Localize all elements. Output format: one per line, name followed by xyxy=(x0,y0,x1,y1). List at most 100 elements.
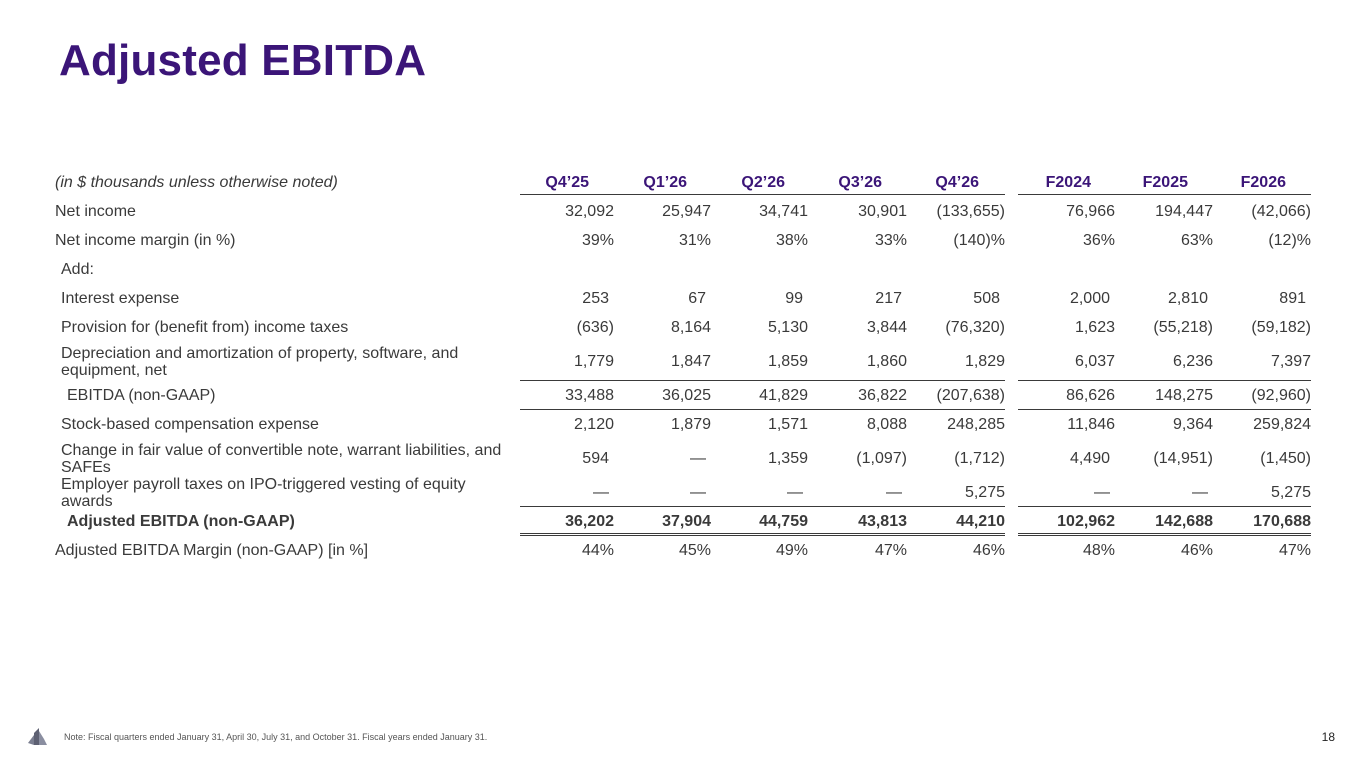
table-cell: (59,182) xyxy=(1251,318,1311,336)
table-cell: 217 xyxy=(875,289,902,307)
table-cell: 1,860 xyxy=(866,352,907,370)
table-cell: 48% xyxy=(1082,541,1115,559)
table-cell: 5,275 xyxy=(1270,483,1311,501)
header-label: (in $ thousands unless otherwise noted) xyxy=(55,174,338,191)
table-cell: 33% xyxy=(874,231,907,249)
row-label: Depreciation and amortization of propert… xyxy=(61,344,459,379)
table-cell: 6,236 xyxy=(1172,352,1213,370)
row-label: Provision for (benefit from) income taxe… xyxy=(61,319,349,336)
table-cell: 44,210 xyxy=(956,512,1005,530)
table-row: Interest expense 253 67 99 217 508 2,000 2,810 8… xyxy=(55,284,1311,313)
table-cell: (14,951) xyxy=(1153,449,1213,467)
table-cell: 76,966 xyxy=(1066,202,1115,220)
table-cell: 41,829 xyxy=(759,386,808,404)
table-cell: 25,947 xyxy=(662,202,711,220)
table-cell: 33,488 xyxy=(565,386,614,404)
row-label: Add: xyxy=(61,261,94,278)
table-row: Provision for (benefit from) income taxe… xyxy=(55,313,1311,342)
column-header: Q3’26 xyxy=(838,173,882,191)
table-cell xyxy=(1216,255,1311,284)
table-cell: 36,822 xyxy=(858,386,907,404)
table-row: Depreciation and amortization of propert… xyxy=(55,342,1311,381)
table-cell xyxy=(812,255,907,284)
column-header: F2026 xyxy=(1240,173,1286,191)
table-cell xyxy=(1020,255,1115,284)
table-rule xyxy=(1018,409,1311,410)
table-cell: 8,088 xyxy=(866,415,907,433)
table-cell: 32,092 xyxy=(565,202,614,220)
table-cell: 253 xyxy=(582,289,609,307)
table-cell: 39% xyxy=(581,231,614,249)
company-logo-icon xyxy=(28,728,47,745)
table-cell: — xyxy=(593,483,609,501)
table-cell: 6,037 xyxy=(1074,352,1115,370)
table-rule xyxy=(1018,380,1311,381)
table-cell: 38% xyxy=(775,231,808,249)
table-cell: 5,275 xyxy=(964,483,1005,501)
table-rule xyxy=(520,194,1005,195)
table-cell: (207,638) xyxy=(936,386,1006,404)
table-cell: 1,779 xyxy=(573,352,614,370)
table-row: EBITDA (non-GAAP) 33,488 36,025 41,829 36,82… xyxy=(55,381,1311,410)
table-cell: (1,097) xyxy=(856,449,907,467)
table-cell: 49% xyxy=(775,541,808,559)
row-label: Interest expense xyxy=(61,290,180,307)
footnote: Note: Fiscal quarters ended January 31, … xyxy=(64,732,488,742)
table-cell: 248,285 xyxy=(947,415,1005,433)
table-cell: (133,655) xyxy=(936,202,1006,220)
table-cell: 594 xyxy=(582,449,609,467)
row-label: Employer payroll taxes on IPO-triggered … xyxy=(61,475,466,510)
table-cell: — xyxy=(1094,483,1110,501)
table-rule xyxy=(520,506,1005,507)
table-rule xyxy=(1018,506,1311,507)
table-cell: — xyxy=(1192,483,1208,501)
table-cell: 36,025 xyxy=(662,386,711,404)
table-cell: 37,904 xyxy=(662,512,711,530)
table-cell: 1,359 xyxy=(767,449,808,467)
table-rule xyxy=(520,380,1005,381)
table-row: Change in fair value of convertible note… xyxy=(55,439,1311,478)
table-cell xyxy=(519,255,614,284)
row-label: Adjusted EBITDA Margin (non-GAAP) [in %] xyxy=(55,542,369,559)
table-cell: 47% xyxy=(1278,541,1311,559)
table-row: Stock-based compensation expense 2,120 1,8… xyxy=(55,410,1311,439)
table-cell: 1,571 xyxy=(767,415,808,433)
table-cell: 86,626 xyxy=(1066,386,1115,404)
ebitda-table: (in $ thousands unless otherwise noted) Q… xyxy=(55,168,1311,565)
table-row: Adjusted EBITDA Margin (non-GAAP) [in %]… xyxy=(55,536,1311,565)
table-cell: — xyxy=(690,483,706,501)
table-cell: 170,688 xyxy=(1253,512,1311,530)
row-label: Net income margin (in %) xyxy=(55,232,236,249)
table-rule xyxy=(520,409,1005,410)
table-cell: 46% xyxy=(972,541,1005,559)
row-label: Stock-based compensation expense xyxy=(61,416,319,433)
table-cell: 36,202 xyxy=(565,512,614,530)
table-cell: (92,960) xyxy=(1251,386,1311,404)
table-cell: (140)% xyxy=(953,231,1005,249)
table-cell: 508 xyxy=(973,289,1000,307)
table-cell: 5,130 xyxy=(767,318,808,336)
table-cell: 63% xyxy=(1180,231,1213,249)
table-cell: (636) xyxy=(576,318,614,336)
table-cell xyxy=(713,255,808,284)
table-cell: 9,364 xyxy=(1172,415,1213,433)
table-cell: 2,810 xyxy=(1167,289,1208,307)
table-cell: 142,688 xyxy=(1155,512,1213,530)
table-cell: 148,275 xyxy=(1155,386,1213,404)
table-cell: (1,450) xyxy=(1260,449,1311,467)
table-cell: 45% xyxy=(678,541,711,559)
table-cell: 2,000 xyxy=(1069,289,1110,307)
table-cell: 31% xyxy=(678,231,711,249)
table-cell: 44% xyxy=(581,541,614,559)
column-header: Q2’26 xyxy=(741,173,785,191)
row-label: Change in fair value of convertible note… xyxy=(61,441,502,476)
table-header-row: (in $ thousands unless otherwise noted) Q… xyxy=(55,168,1311,197)
table-row: Add: xyxy=(55,255,1311,284)
table-cell: 43,813 xyxy=(858,512,907,530)
page-number: 18 xyxy=(1321,730,1335,744)
table-cell: 1,623 xyxy=(1074,318,1115,336)
table-cell: (1,712) xyxy=(954,449,1005,467)
table-cell: 8,164 xyxy=(670,318,711,336)
table-cell: — xyxy=(690,449,706,467)
table-cell: (12)% xyxy=(1268,231,1311,249)
